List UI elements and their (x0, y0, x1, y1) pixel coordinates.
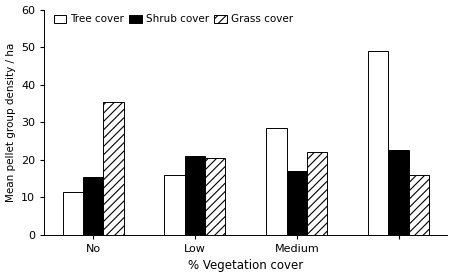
Bar (63, 192, 83, 235)
X-axis label: % Vegetation cover: % Vegetation cover (188, 259, 304, 272)
Bar (83, 177, 103, 235)
Bar (266, 128, 287, 235)
Bar (287, 171, 307, 235)
Bar (205, 158, 226, 235)
Bar (388, 150, 409, 235)
Bar (368, 51, 388, 235)
Bar (164, 175, 185, 235)
Bar (185, 156, 205, 235)
Bar (409, 175, 429, 235)
Legend: Tree cover, Shrub cover, Grass cover: Tree cover, Shrub cover, Grass cover (49, 10, 297, 29)
Bar (307, 152, 328, 235)
Bar (103, 101, 124, 235)
Y-axis label: Mean pellet group density / ha: Mean pellet group density / ha (5, 43, 15, 202)
